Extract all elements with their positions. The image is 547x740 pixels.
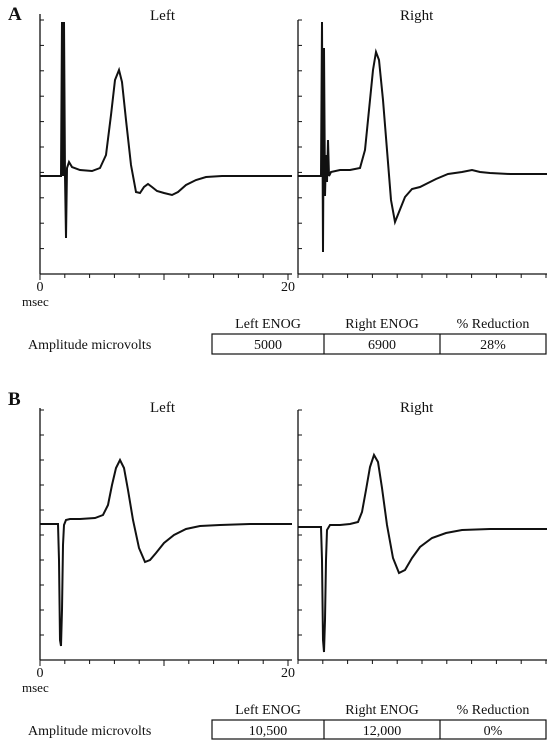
panel-a-right-trace: [298, 21, 547, 253]
panel-a-letter: A: [8, 4, 22, 25]
panel-b-right-title: Right: [400, 400, 434, 416]
panel-a-x-tick-0: 0: [37, 280, 44, 295]
panel-a-cell-left: 5000: [254, 338, 282, 353]
panel-b-left-title: Left: [150, 400, 176, 416]
panel-b-letter: B: [8, 389, 21, 410]
panel-a-x-tick-20: 20: [281, 280, 295, 295]
panel-b-table: Left ENOG Right ENOG % Reduction Amplitu…: [28, 703, 547, 740]
panel-b-left-trace: [40, 457, 292, 647]
panel-b-x-tick-20: 20: [281, 666, 295, 681]
panel-a-col-head-left: Left ENOG: [235, 317, 301, 332]
panel-b-right-trace: [298, 452, 547, 653]
panel-a-table-box: [211, 333, 547, 355]
panel-a-table: Left ENOG Right ENOG % Reduction Amplitu…: [28, 317, 547, 355]
panel-b-col-head-left: Left ENOG: [235, 703, 301, 718]
panel-b-cell-left: 10,500: [249, 724, 288, 739]
panel-b-table-box: [211, 719, 547, 740]
panel-b-cell-reduction: 0%: [484, 724, 503, 739]
panel-b-row-label: Amplitude microvolts: [28, 724, 151, 739]
panel-b-x-tick-0: 0: [37, 666, 44, 681]
panel-a-col-head-reduction: % Reduction: [457, 317, 530, 332]
panel-a-right-title: Right: [400, 8, 434, 24]
panel-b-cell-right: 12,000: [363, 724, 402, 739]
panel-a-col-head-right: Right ENOG: [345, 317, 419, 332]
panel-b: B Left Right 0 20 msec Left ENOG Right E…: [8, 389, 547, 740]
panel-a-left-title: Left: [150, 8, 176, 24]
panel-a-x-unit: msec: [22, 294, 49, 309]
panel-a: A Left Right 0 20 msec Left ENOG Right E…: [8, 4, 547, 355]
panel-a-left-trace: [40, 21, 292, 239]
panel-b-col-head-right: Right ENOG: [345, 703, 419, 718]
panel-a-row-label: Amplitude microvolts: [28, 338, 151, 353]
panel-b-x-unit: msec: [22, 680, 49, 695]
panel-a-cell-reduction: 28%: [480, 338, 506, 353]
panel-b-col-head-reduction: % Reduction: [457, 703, 530, 718]
panel-a-cell-right: 6900: [368, 338, 396, 353]
